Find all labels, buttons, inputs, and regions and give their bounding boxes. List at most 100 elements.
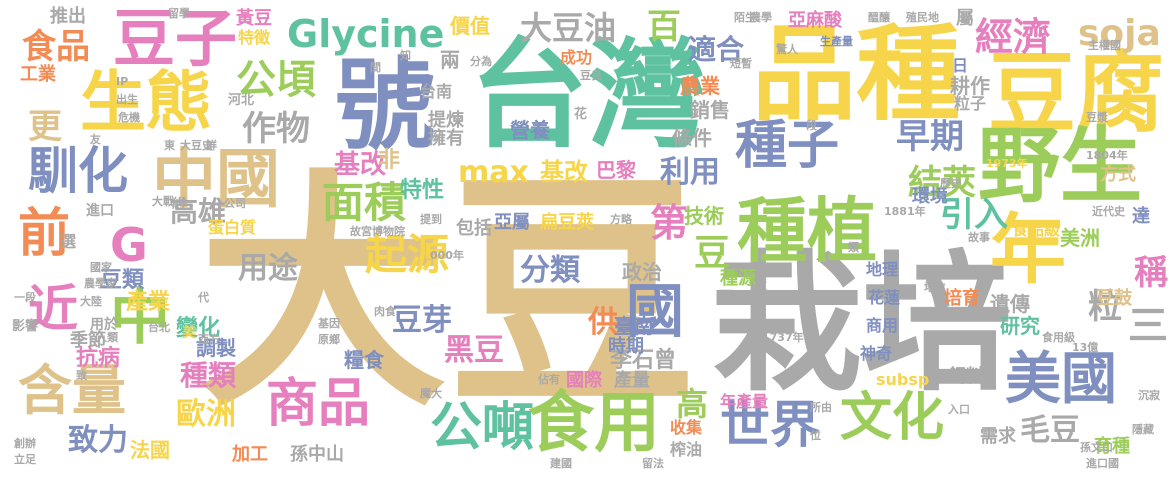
word: 馴化 [28, 142, 128, 200]
word: 生態 [80, 64, 212, 141]
word: 粒子 [954, 94, 987, 113]
word: 前 [18, 204, 71, 264]
word: 食品級 [1012, 220, 1061, 239]
word: 育種 [1094, 436, 1130, 457]
word: 研究 [1000, 314, 1040, 338]
word: 臺南 [614, 314, 654, 338]
word: 銷售 [690, 98, 730, 122]
word: 加工 [232, 444, 268, 465]
word: 殖民地 [906, 11, 939, 24]
word: 成功 [560, 48, 593, 67]
word: 美國 [1005, 347, 1117, 412]
word: 技術 [684, 204, 724, 228]
word: 孫文口 [1080, 441, 1113, 454]
word: 食品 [22, 27, 90, 67]
word: 世界 [720, 396, 820, 454]
word: 日 [952, 56, 969, 75]
word: 大陸 [80, 295, 102, 308]
word: 創辦 [14, 437, 36, 450]
word: 三 [1128, 303, 1168, 349]
word: 選 [60, 232, 77, 251]
word: 需求 [980, 426, 1016, 447]
word: 含量 [18, 359, 126, 422]
word: 野生 [978, 119, 1143, 214]
word: 國 [626, 277, 685, 345]
word: 價值 [450, 14, 490, 38]
word: 一段 [14, 291, 36, 304]
word: 巴黎 [596, 158, 636, 182]
word: 高 [676, 385, 709, 423]
word: 農學 [750, 11, 772, 24]
word: 文化 [840, 388, 945, 448]
word: 用途 [238, 251, 298, 286]
word: 適合 [688, 33, 745, 66]
word: 大豆油 [520, 9, 617, 47]
word: 特性 [400, 178, 445, 203]
word: 農學家 [84, 277, 117, 290]
word: 公噸 [430, 398, 535, 458]
word: 產業 [126, 290, 171, 315]
word: 豆漿 [1086, 111, 1108, 124]
word: 商用 [866, 316, 899, 335]
word: 推出 [50, 6, 86, 27]
word: soja [1078, 13, 1161, 54]
word: 品種 [752, 13, 961, 135]
word: 短暫 [730, 57, 752, 70]
word: 台南 [420, 82, 453, 101]
word: 種類 [180, 359, 237, 392]
word: 食用 [528, 384, 660, 461]
word: 公司 [224, 197, 246, 210]
word: 國際 [566, 370, 602, 391]
word: 台北 [148, 321, 170, 334]
word: 神奇 [860, 344, 893, 363]
word: 次 [756, 279, 767, 292]
word: 百 [647, 7, 681, 47]
word: 李石曾 [610, 348, 677, 373]
word: 培育 [944, 288, 980, 309]
word: 利用 [660, 155, 720, 190]
word: 13億 [1072, 341, 1099, 354]
word: 友 [90, 133, 101, 146]
word: 年 [990, 205, 1066, 294]
word: 留法 [642, 457, 664, 470]
word: 1737年 [762, 331, 804, 344]
word: 蛋白質 [208, 218, 257, 237]
word: 間 [370, 61, 381, 74]
word: 段 [806, 119, 817, 132]
word: 代 [198, 291, 209, 304]
word: 陌生 [734, 11, 756, 24]
word: 豆 [694, 233, 731, 274]
word: 近 [28, 280, 78, 338]
word: 早期 [896, 117, 964, 157]
word: 亞麻酸 [788, 10, 842, 31]
word: 危機 [118, 111, 140, 124]
word: 地位 [924, 281, 946, 294]
word: 飼料 [948, 366, 984, 387]
word: 農業 [680, 74, 720, 98]
word: 種植 [737, 190, 877, 272]
word: 豆類 [100, 268, 145, 293]
word: 建國 [550, 457, 572, 470]
word: 稱 [1134, 253, 1168, 293]
word: 分類 [520, 253, 580, 288]
word: 所由 [810, 401, 832, 414]
word: 種源 [720, 268, 756, 289]
word: 驚人 [776, 43, 798, 56]
word: 用於 [90, 317, 118, 333]
word: 近代史 [1092, 205, 1125, 218]
word: 花蓮 [868, 288, 901, 307]
word: 非 [378, 148, 401, 173]
word: 鮮 [206, 139, 217, 152]
word: 環境 [912, 186, 948, 207]
word: 作物 [242, 109, 310, 149]
word: 收集 [670, 418, 703, 437]
word: 達 [1132, 206, 1150, 227]
word: 方式 [1100, 164, 1136, 185]
word: 豆良 [580, 69, 602, 82]
word: 提煉 [428, 110, 464, 131]
word: max [458, 155, 529, 190]
word: 留學 [168, 7, 190, 20]
word: 醞釀 [868, 11, 890, 24]
word: 號 [335, 47, 435, 164]
